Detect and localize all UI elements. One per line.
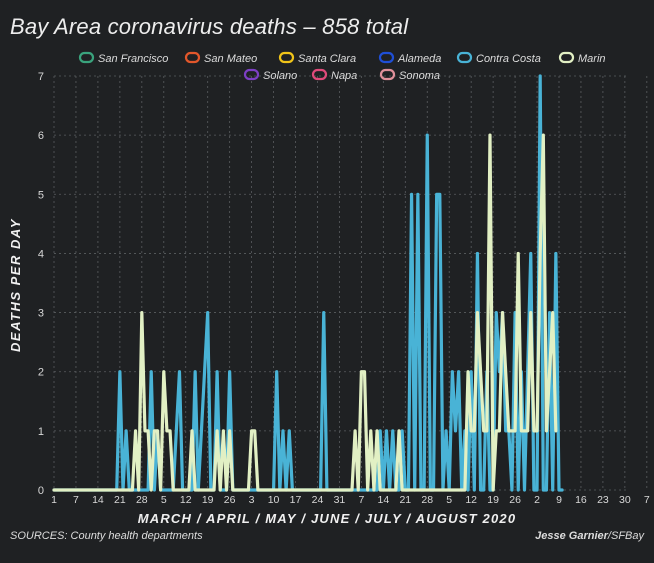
x-tick-label: 21 [114,494,126,506]
legend-label-san-francisco: San Francisco [98,53,168,65]
x-tick-label: 31 [334,494,346,506]
x-tick-label: 7 [358,494,364,506]
legend-label-alameda: Alameda [397,53,441,65]
x-tick-label: 14 [378,494,390,506]
legend-label-sonoma: Sonoma [399,70,440,82]
credit-org: /SFBay [607,530,644,542]
legend-swatch-alameda [378,51,395,64]
x-tick-label: 24 [312,494,324,506]
x-tick-label: 2 [534,494,540,506]
legend: San Francisco San Mateo Santa Clara Alameda… [78,51,606,82]
x-tick-label: 1 [51,494,57,506]
y-tick-label: 6 [38,130,44,142]
x-tick-label: 21 [399,494,411,506]
y-tick-label: 7 [38,71,44,83]
legend-swatch-san-mateo [184,51,201,64]
y-tick-label: 2 [38,367,44,379]
x-tick-label: 19 [487,494,499,506]
y-tick-label: 3 [38,308,44,320]
x-tick-label: 5 [161,494,167,506]
legend-label-solano: Solano [263,70,297,82]
legend-label-san-mateo: San Mateo [204,53,257,65]
legend-label-napa: Napa [331,70,357,82]
legend-swatch-contra-costa [456,51,473,64]
legend-swatch-san-francisco [78,51,95,64]
legend-label-santa-clara: Santa Clara [298,53,356,65]
series-layer [52,74,564,492]
y-tick-label: 5 [38,189,44,201]
legend-swatch-marin [558,51,575,64]
x-tick-label: 30 [619,494,631,506]
x-tick-label: 10 [268,494,280,506]
y-tick-label: 0 [38,485,44,497]
x-tick-label: 9 [556,494,562,506]
x-axis-label: MARCH / APRIL / MAY / JUNE / JULY / AUGU… [137,511,517,526]
legend-swatch-santa-clara [278,51,295,64]
x-tick-label: 7 [644,494,650,506]
x-tick-label: 28 [136,494,148,506]
series-line-marin [52,133,558,492]
x-tick-label: 12 [465,494,477,506]
x-tick-label: 23 [597,494,609,506]
x-tick-label: 14 [92,494,104,506]
x-tick-label: 26 [509,494,521,506]
x-tick-label: 28 [421,494,433,506]
credit-author: Jesse Garnier [535,530,608,542]
y-tick-label: 1 [38,426,44,438]
legend-swatch-napa [311,68,328,81]
x-tick-label: 12 [180,494,192,506]
legend-label-contra-costa: Contra Costa [476,53,541,65]
source-note: SOURCES: County health departments [10,530,203,542]
y-tick-label: 4 [38,248,44,260]
legend-swatch-sonoma [379,68,396,81]
legend-label-marin: Marin [578,53,606,65]
x-tick-label: 26 [224,494,236,506]
chart-title: Bay Area coronavirus deaths – 858 total [10,14,409,39]
y-axis-label: DEATHS PER DAY [8,218,23,352]
x-tick-label: 17 [290,494,302,506]
x-tick-label: 7 [73,494,79,506]
credit: Jesse Garnier/SFBay [535,530,644,542]
x-tick-label: 3 [249,494,255,506]
x-tick-label: 5 [446,494,452,506]
x-tick-label: 16 [575,494,587,506]
legend-swatch-solano [243,68,260,81]
x-tick-label: 19 [202,494,214,506]
